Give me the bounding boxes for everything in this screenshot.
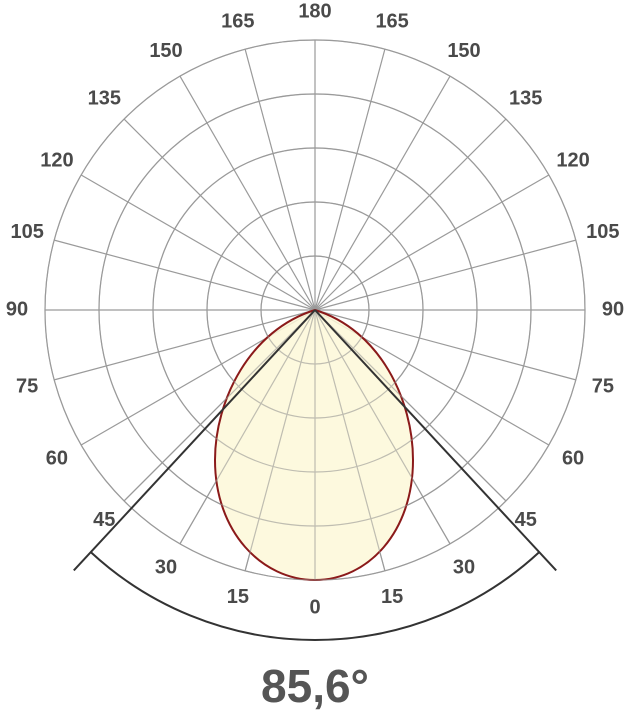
angle-label: 60 <box>46 447 68 469</box>
angle-label: 165 <box>221 10 254 32</box>
beam-arc <box>90 551 540 641</box>
grid-spoke <box>244 309 316 571</box>
angle-label: 45 <box>93 509 115 531</box>
grid-spoke <box>123 309 316 502</box>
grid-spoke <box>54 239 316 311</box>
grid-spoke <box>244 49 316 311</box>
angle-label: 105 <box>10 221 43 243</box>
beam-line <box>314 309 557 572</box>
grid-spoke <box>314 239 576 311</box>
angle-label: 15 <box>381 586 403 608</box>
grid-spoke <box>123 118 316 311</box>
grid-spoke <box>314 309 451 545</box>
angle-label: 60 <box>562 447 584 469</box>
angle-label: 75 <box>592 375 614 397</box>
grid-spoke <box>314 309 576 381</box>
angle-label: 90 <box>6 298 28 320</box>
grid-spoke <box>314 118 507 311</box>
angle-label: 150 <box>447 40 480 62</box>
angle-label: 135 <box>88 88 121 110</box>
grid-spoke <box>179 309 316 545</box>
grid-spoke <box>314 174 550 311</box>
grid-spoke <box>314 49 386 311</box>
beam-angle-label: 85,6° <box>261 660 369 712</box>
grid-spoke <box>80 174 316 311</box>
angle-label: 120 <box>40 149 73 171</box>
grid-spoke <box>314 309 386 571</box>
angle-label: 135 <box>509 88 542 110</box>
angle-label: 120 <box>556 149 589 171</box>
angle-label: 105 <box>586 221 619 243</box>
grid-spoke <box>179 75 316 311</box>
angle-label: 30 <box>155 556 177 578</box>
grid-spoke <box>314 309 507 502</box>
angle-label: 180 <box>298 0 331 22</box>
beam-angle-indicator <box>73 309 557 641</box>
angle-label: 90 <box>602 298 624 320</box>
grid-spoke <box>54 309 316 381</box>
grid-spoke <box>314 75 451 311</box>
angle-label: 0 <box>309 596 320 618</box>
beam-line <box>73 309 316 572</box>
angle-label: 165 <box>375 10 408 32</box>
angle-label: 30 <box>453 556 475 578</box>
angle-label: 15 <box>227 586 249 608</box>
angle-labels: 0 180 15 30 45 60 75 90 105 120 135 150 165 15 30 45 60 7… <box>6 0 624 618</box>
angle-label: 150 <box>149 40 182 62</box>
polar-grid-overlay <box>44 39 586 581</box>
angle-label: 75 <box>16 375 38 397</box>
angle-label: 45 <box>515 509 537 531</box>
